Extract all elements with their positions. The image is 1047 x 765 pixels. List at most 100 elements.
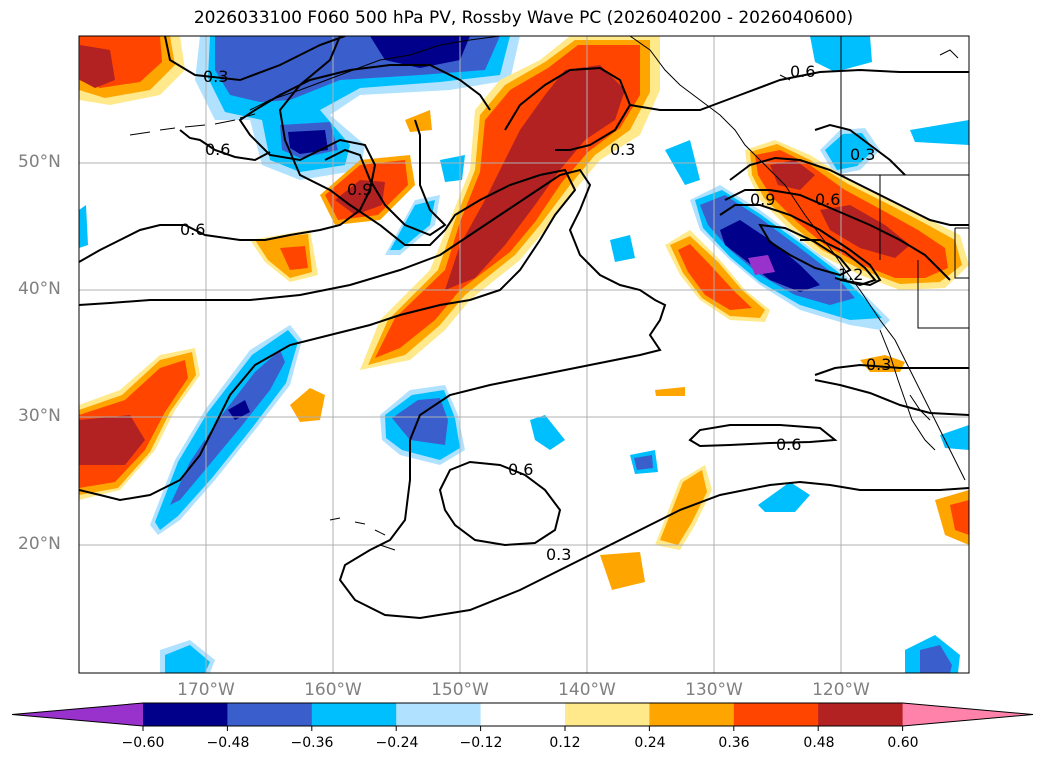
colorbar-tick: −0.24 (375, 735, 419, 751)
contour-label: 0.6 (508, 460, 533, 479)
pv-anomaly-negative (920, 645, 952, 673)
contour-0.3 (79, 36, 577, 502)
contour-label-layer: 0.3 0.6 0.6 0.9 0.3 0.6 0.3 0.9 0.6 1.2 … (180, 62, 891, 564)
lat-label-50n: 50°N (18, 152, 61, 172)
contour-label: 0.9 (750, 190, 775, 209)
colorbar-tick: −0.12 (459, 735, 503, 751)
pv-anomaly-negative (758, 482, 810, 512)
colorbar-segment (311, 703, 397, 726)
contour-label: 0.3 (850, 145, 875, 164)
colorbar-tick: 0.36 (718, 735, 750, 751)
pv-anomaly-negative (825, 133, 874, 170)
pv-anomaly-positive (678, 244, 752, 310)
colorbar-tick: 0.24 (634, 735, 666, 751)
contour-0.6 (688, 424, 838, 448)
pv-anomaly-negative (940, 425, 969, 450)
colorbar-segment (143, 703, 228, 726)
graticule (79, 36, 969, 673)
contour-label: 0.6 (790, 62, 815, 81)
pv-anomaly-negative (288, 130, 328, 154)
contour-0.6 (79, 64, 491, 263)
colorbar-extend-max (902, 703, 1033, 726)
pv-anomaly-positive (950, 500, 969, 535)
pv-anomaly-negative (748, 255, 775, 275)
pv-anomaly-positive (280, 246, 308, 270)
colorbar-tick: 0.48 (803, 735, 835, 751)
colorbar-segment (818, 703, 904, 726)
anomaly-fill-layer (79, 36, 969, 673)
lon-label-130w: 130°W (685, 680, 743, 700)
colorbar (11, 702, 1034, 731)
lon-label-150w: 150°W (431, 680, 489, 700)
pv-anomaly-negative (720, 220, 820, 292)
coastline-west-us (794, 199, 966, 481)
contour-label: 0.6 (815, 190, 840, 209)
contour-0.3 (814, 123, 906, 176)
pv-anomaly-positive (290, 388, 325, 422)
pv-anomaly-positive (600, 552, 645, 590)
baja-california (879, 329, 936, 451)
colorbar-segment (396, 703, 482, 726)
map-frame (78, 35, 970, 674)
contour-label: 0.6 (776, 435, 801, 454)
pv-anomaly-negative (530, 415, 565, 450)
lat-label-20n: 20°N (18, 534, 61, 554)
colorbar-segment (480, 703, 566, 726)
lat-label-30n: 30°N (18, 406, 61, 426)
pv-anomaly-negative (79, 205, 88, 248)
aleutian-islands (129, 113, 256, 136)
pv-anomaly-positive (660, 470, 707, 545)
contour-label: 1.2 (838, 265, 863, 284)
contour-0.3 (164, 36, 346, 82)
contour-0.3 (179, 129, 271, 162)
contour-layer (79, 36, 969, 620)
pv-anomaly-negative (392, 398, 448, 445)
colorbar-tick: 0.12 (549, 735, 581, 751)
colorbar-segment (565, 703, 650, 726)
pv-anomaly-positive (79, 415, 145, 465)
pv-anomaly-positive (405, 110, 432, 132)
contour-label: 0.9 (347, 180, 372, 199)
contour-label: 0.6 (205, 140, 230, 159)
pv-anomaly-negative (170, 350, 285, 505)
colorbar-segment (227, 703, 313, 726)
hawaii-islands (329, 517, 396, 551)
colorbar-tick: −0.48 (206, 735, 250, 751)
contour-label: 0.3 (546, 545, 571, 564)
pv-anomaly-positive (335, 180, 385, 215)
contour-0.3 (504, 66, 632, 151)
lon-label-140w: 140°W (558, 680, 616, 700)
colorbar-tick: 0.60 (887, 735, 919, 751)
pv-anomaly-negative (634, 455, 653, 470)
contour-0.6 (438, 460, 562, 547)
lon-label-170w: 170°W (177, 680, 235, 700)
coastline-alaska (249, 36, 501, 111)
contour-0.6 (724, 189, 951, 281)
pv-anomaly-positive (655, 387, 685, 396)
coastline-canada (629, 36, 796, 201)
contour-label: 0.3 (610, 140, 635, 159)
contour-label: 0.6 (180, 220, 205, 239)
pv-anomaly-positive (770, 160, 815, 190)
colorbar-segment (733, 703, 819, 726)
lon-label-160w: 160°W (304, 680, 362, 700)
pv-anomaly-positive (80, 45, 115, 88)
contour-0.9 (800, 239, 877, 287)
lon-label-120w: 120°W (812, 680, 870, 700)
pv-anomaly-negative (165, 645, 210, 673)
map-title: 2026033100 F060 500 hPa PV, Rossby Wave … (193, 8, 854, 28)
contour-0.3 (814, 379, 969, 416)
contour-0.6 (629, 68, 969, 111)
colorbar-segment (649, 703, 735, 726)
lat-label-40n: 40°N (18, 279, 61, 299)
colorbar-extend-min (12, 703, 143, 726)
pv-anomaly-negative (610, 235, 635, 262)
contour-1.2 (758, 223, 852, 277)
pv-anomaly-negative (390, 200, 435, 250)
pv-anomaly-negative (440, 155, 465, 182)
pv-anomaly-positive (820, 205, 910, 258)
colorbar-tick: −0.60 (121, 735, 165, 751)
pv-anomaly-negative (910, 120, 969, 145)
contour-0.9 (324, 119, 447, 237)
